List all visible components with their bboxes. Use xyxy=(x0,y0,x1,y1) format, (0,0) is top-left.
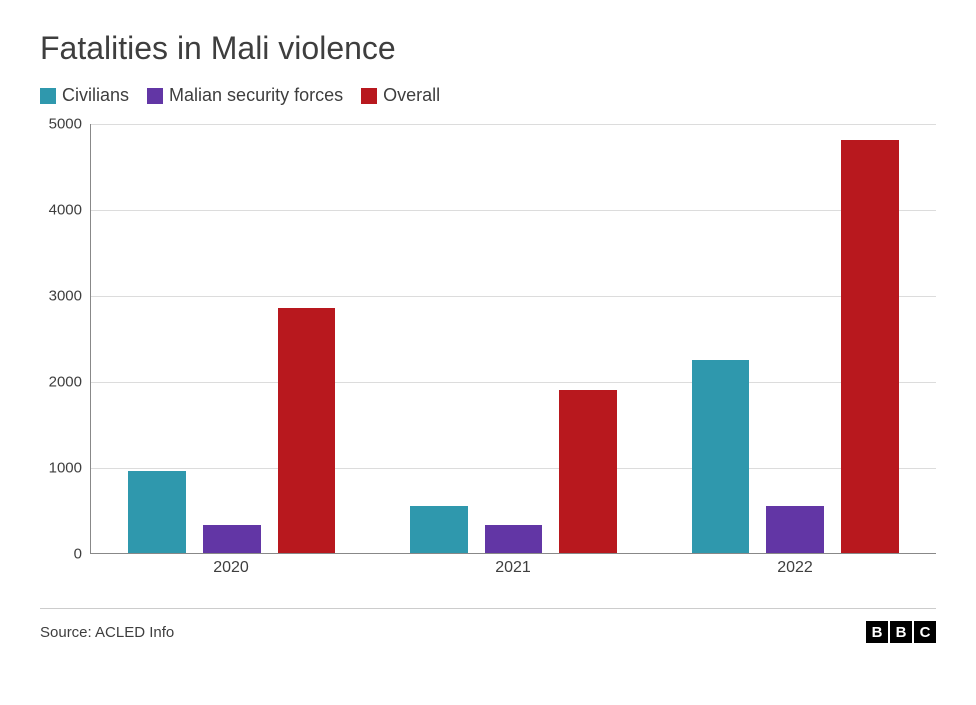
bar xyxy=(692,360,750,554)
bar xyxy=(559,390,617,553)
x-tick-label: 2020 xyxy=(213,559,249,577)
bar xyxy=(410,506,468,553)
source-text: Source: ACLED Info xyxy=(40,624,174,641)
x-tick-label: 2022 xyxy=(777,559,813,577)
legend-item: Malian security forces xyxy=(147,85,343,106)
legend-item: Overall xyxy=(361,85,440,106)
bbc-logo-block: C xyxy=(914,621,936,643)
legend-label: Malian security forces xyxy=(169,85,343,106)
y-tick-label: 4000 xyxy=(49,202,82,219)
legend-item: Civilians xyxy=(40,85,129,106)
x-tick-label: 2021 xyxy=(495,559,531,577)
y-tick-label: 1000 xyxy=(49,460,82,477)
legend-label: Civilians xyxy=(62,85,129,106)
bar xyxy=(841,140,899,553)
bbc-logo-block: B xyxy=(890,621,912,643)
chart-title: Fatalities in Mali violence xyxy=(40,30,936,67)
y-tick-label: 5000 xyxy=(49,116,82,133)
legend-swatch xyxy=(361,88,377,104)
chart-footer: Source: ACLED Info BBC xyxy=(40,608,936,643)
bars-layer xyxy=(91,124,936,553)
legend-swatch xyxy=(40,88,56,104)
y-tick-label: 0 xyxy=(74,546,82,563)
y-axis: 010002000300040005000 xyxy=(40,124,90,554)
y-tick-label: 3000 xyxy=(49,288,82,305)
chart-legend: Civilians Malian security forces Overall xyxy=(40,85,936,106)
plot-area xyxy=(90,124,936,554)
bar xyxy=(128,471,186,553)
bbc-logo: BBC xyxy=(866,621,936,643)
bbc-logo-block: B xyxy=(866,621,888,643)
legend-label: Overall xyxy=(383,85,440,106)
legend-swatch xyxy=(147,88,163,104)
bar xyxy=(485,525,543,553)
y-tick-label: 2000 xyxy=(49,374,82,391)
chart-container: 010002000300040005000 202020212022 xyxy=(40,124,936,594)
bar xyxy=(766,506,824,553)
bar xyxy=(203,525,261,553)
bar xyxy=(278,308,336,553)
